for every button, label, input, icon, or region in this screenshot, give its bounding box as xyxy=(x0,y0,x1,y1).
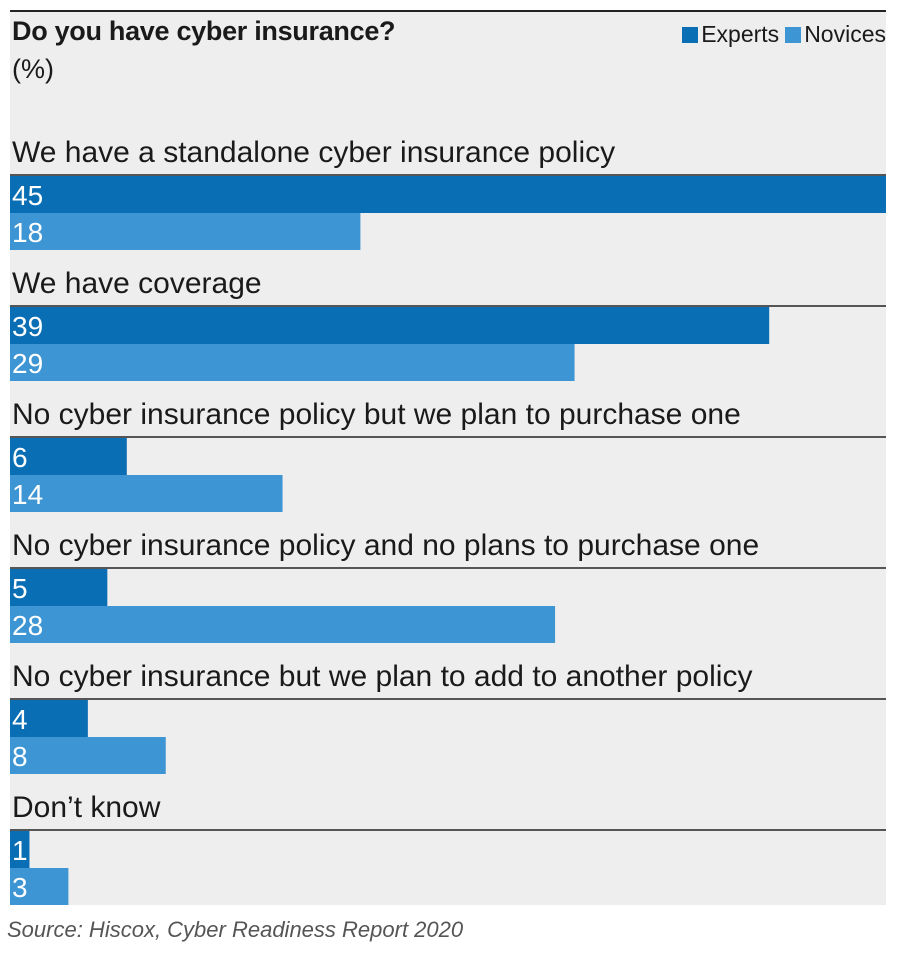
legend-swatch-experts xyxy=(682,26,699,43)
legend-item-experts: Experts xyxy=(682,21,779,48)
category-label: No cyber insurance policy but we plan to… xyxy=(12,398,741,431)
category-label: No cyber insurance but we plan to add to… xyxy=(12,660,752,693)
unit-label: (%) xyxy=(12,54,54,84)
bar-novices xyxy=(10,737,166,774)
data-label-experts: 1 xyxy=(12,835,28,866)
legend-label-novices: Novices xyxy=(804,21,886,47)
bar-experts xyxy=(10,569,108,606)
category-label: No cyber insurance policy and no plans t… xyxy=(12,529,759,562)
legend-label-experts: Experts xyxy=(701,21,780,47)
data-label-experts: 4 xyxy=(12,704,28,735)
legend: Experts Novices xyxy=(676,21,886,48)
bar-experts xyxy=(10,700,88,737)
bar-experts xyxy=(10,176,886,213)
data-label-experts: 45 xyxy=(12,180,43,211)
chart-panel: Do you have cyber insurance? (%) Experts… xyxy=(10,10,886,905)
bar-novices xyxy=(10,213,361,250)
legend-item-novices: Novices xyxy=(785,21,886,48)
bar-novices xyxy=(10,475,283,512)
category-label: Don’t know xyxy=(12,791,161,824)
data-label-experts: 6 xyxy=(12,442,28,473)
data-label-experts: 39 xyxy=(12,311,43,342)
source-note: Source: Hiscox, Cyber Readiness Report 2… xyxy=(7,917,464,942)
data-label-novices: 14 xyxy=(12,479,43,510)
data-label-novices: 18 xyxy=(12,217,43,248)
data-label-novices: 8 xyxy=(12,741,28,772)
bar-experts xyxy=(10,438,127,475)
data-label-novices: 3 xyxy=(12,872,28,903)
data-label-novices: 28 xyxy=(12,610,43,641)
legend-swatch-novices xyxy=(785,26,802,43)
bar-novices xyxy=(10,344,575,381)
data-label-novices: 29 xyxy=(12,348,43,379)
data-label-experts: 5 xyxy=(12,573,28,604)
category-label: We have coverage xyxy=(12,267,262,300)
bar-experts xyxy=(10,831,30,868)
bar-novices xyxy=(10,868,69,905)
bar-novices xyxy=(10,606,556,643)
bar-chart: We have a standalone cyber insurance pol… xyxy=(10,136,886,905)
bar-experts xyxy=(10,307,770,344)
category-label: We have a standalone cyber insurance pol… xyxy=(12,136,615,169)
chart-title: Do you have cyber insurance? xyxy=(12,16,396,46)
